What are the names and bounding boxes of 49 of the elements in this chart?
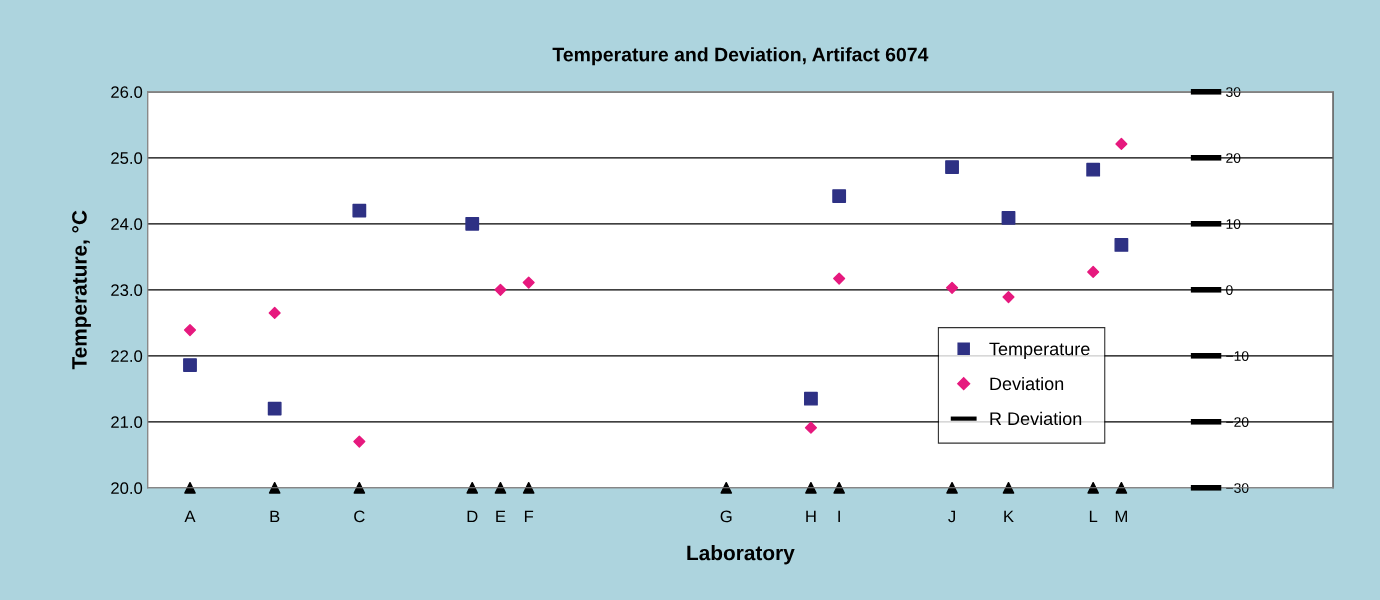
y-tick-label: 21.0 xyxy=(111,416,143,428)
point xyxy=(945,160,959,174)
point xyxy=(465,216,480,231)
legend-label: R Deviation xyxy=(990,411,1082,426)
x-tick-label: B xyxy=(270,510,280,523)
x-axis-title: Laboratory xyxy=(687,545,795,565)
x-tick-label: L xyxy=(1089,510,1098,523)
x-tick-label: E xyxy=(496,510,506,523)
chart-title: Temperature and Deviation, Artifact 6074 xyxy=(552,47,929,66)
y-tick-label: 20.0 xyxy=(111,482,143,494)
x-tick-label: M xyxy=(1115,510,1127,523)
point xyxy=(183,358,197,372)
x-tick-label: F xyxy=(524,510,534,523)
point xyxy=(353,435,366,448)
y-tick-label: 23.0 xyxy=(111,284,143,296)
point xyxy=(1115,137,1128,151)
point xyxy=(1002,290,1015,304)
y2-tick-label: 30 xyxy=(1226,87,1241,97)
x-tick-label: D xyxy=(467,510,478,523)
x-tick-label: I xyxy=(838,510,840,523)
legend-label: Temperature xyxy=(989,342,1090,359)
x-tick-label: J xyxy=(948,510,955,523)
x-tick-label: A xyxy=(184,510,196,523)
x-tick-label: K xyxy=(1004,510,1014,523)
point xyxy=(1086,162,1101,177)
y-tick-label: 22.0 xyxy=(111,350,143,362)
point xyxy=(267,401,282,416)
point xyxy=(945,281,959,294)
y-tick-label: 26.0 xyxy=(111,86,143,98)
point xyxy=(494,283,507,296)
point xyxy=(1087,265,1100,279)
y2-tick-label: −30 xyxy=(1226,483,1249,493)
point xyxy=(268,306,281,319)
point xyxy=(1114,238,1129,252)
legend-label: Deviation xyxy=(990,376,1064,391)
point xyxy=(352,203,367,218)
point xyxy=(522,276,535,289)
point xyxy=(1001,210,1016,225)
point xyxy=(804,421,818,434)
y-tick-label: 24.0 xyxy=(111,218,143,230)
point xyxy=(833,272,846,285)
point xyxy=(804,391,818,406)
x-tick-label: C xyxy=(354,510,365,523)
point xyxy=(832,189,847,203)
point xyxy=(183,323,197,337)
y-tick-label: 25.0 xyxy=(111,152,143,164)
x-tick-label: H xyxy=(806,510,816,523)
x-tick-label: G xyxy=(720,510,732,523)
y-axis-title: Temperature, °C xyxy=(72,210,91,370)
